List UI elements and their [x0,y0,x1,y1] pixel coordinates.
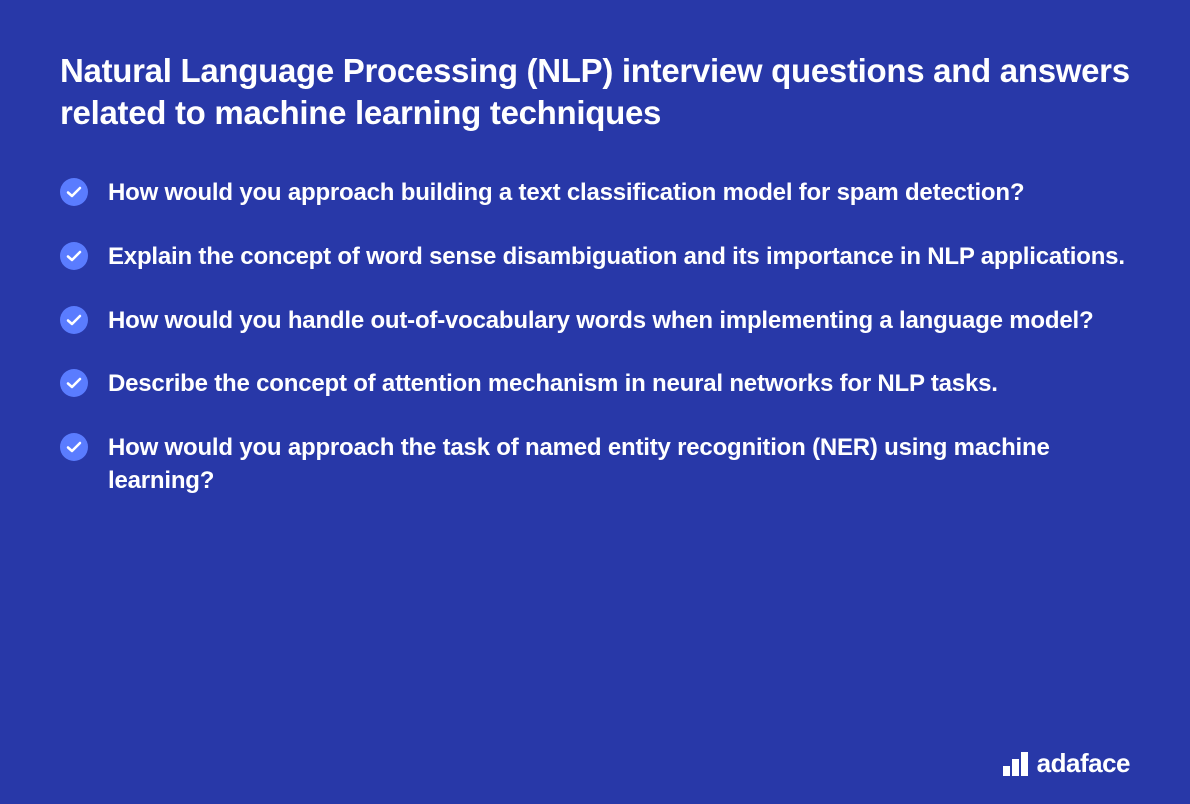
question-text: How would you handle out-of-vocabulary w… [108,304,1093,338]
question-text: How would you approach building a text c… [108,176,1024,210]
check-circle-icon [60,306,88,334]
question-text: Explain the concept of word sense disamb… [108,240,1125,274]
check-circle-icon [60,178,88,206]
adaface-logo-icon [1003,752,1029,776]
list-item: How would you handle out-of-vocabulary w… [60,304,1130,338]
list-item: How would you approach building a text c… [60,176,1130,210]
check-circle-icon [60,433,88,461]
list-item: Explain the concept of word sense disamb… [60,240,1130,274]
check-circle-icon [60,369,88,397]
question-text: How would you approach the task of named… [108,431,1130,498]
question-list: How would you approach building a text c… [60,176,1130,498]
brand-logo: adaface [1003,750,1130,776]
page-title: Natural Language Processing (NLP) interv… [60,50,1130,134]
question-text: Describe the concept of attention mechan… [108,367,998,401]
list-item: Describe the concept of attention mechan… [60,367,1130,401]
list-item: How would you approach the task of named… [60,431,1130,498]
check-circle-icon [60,242,88,270]
brand-name: adaface [1037,750,1130,776]
